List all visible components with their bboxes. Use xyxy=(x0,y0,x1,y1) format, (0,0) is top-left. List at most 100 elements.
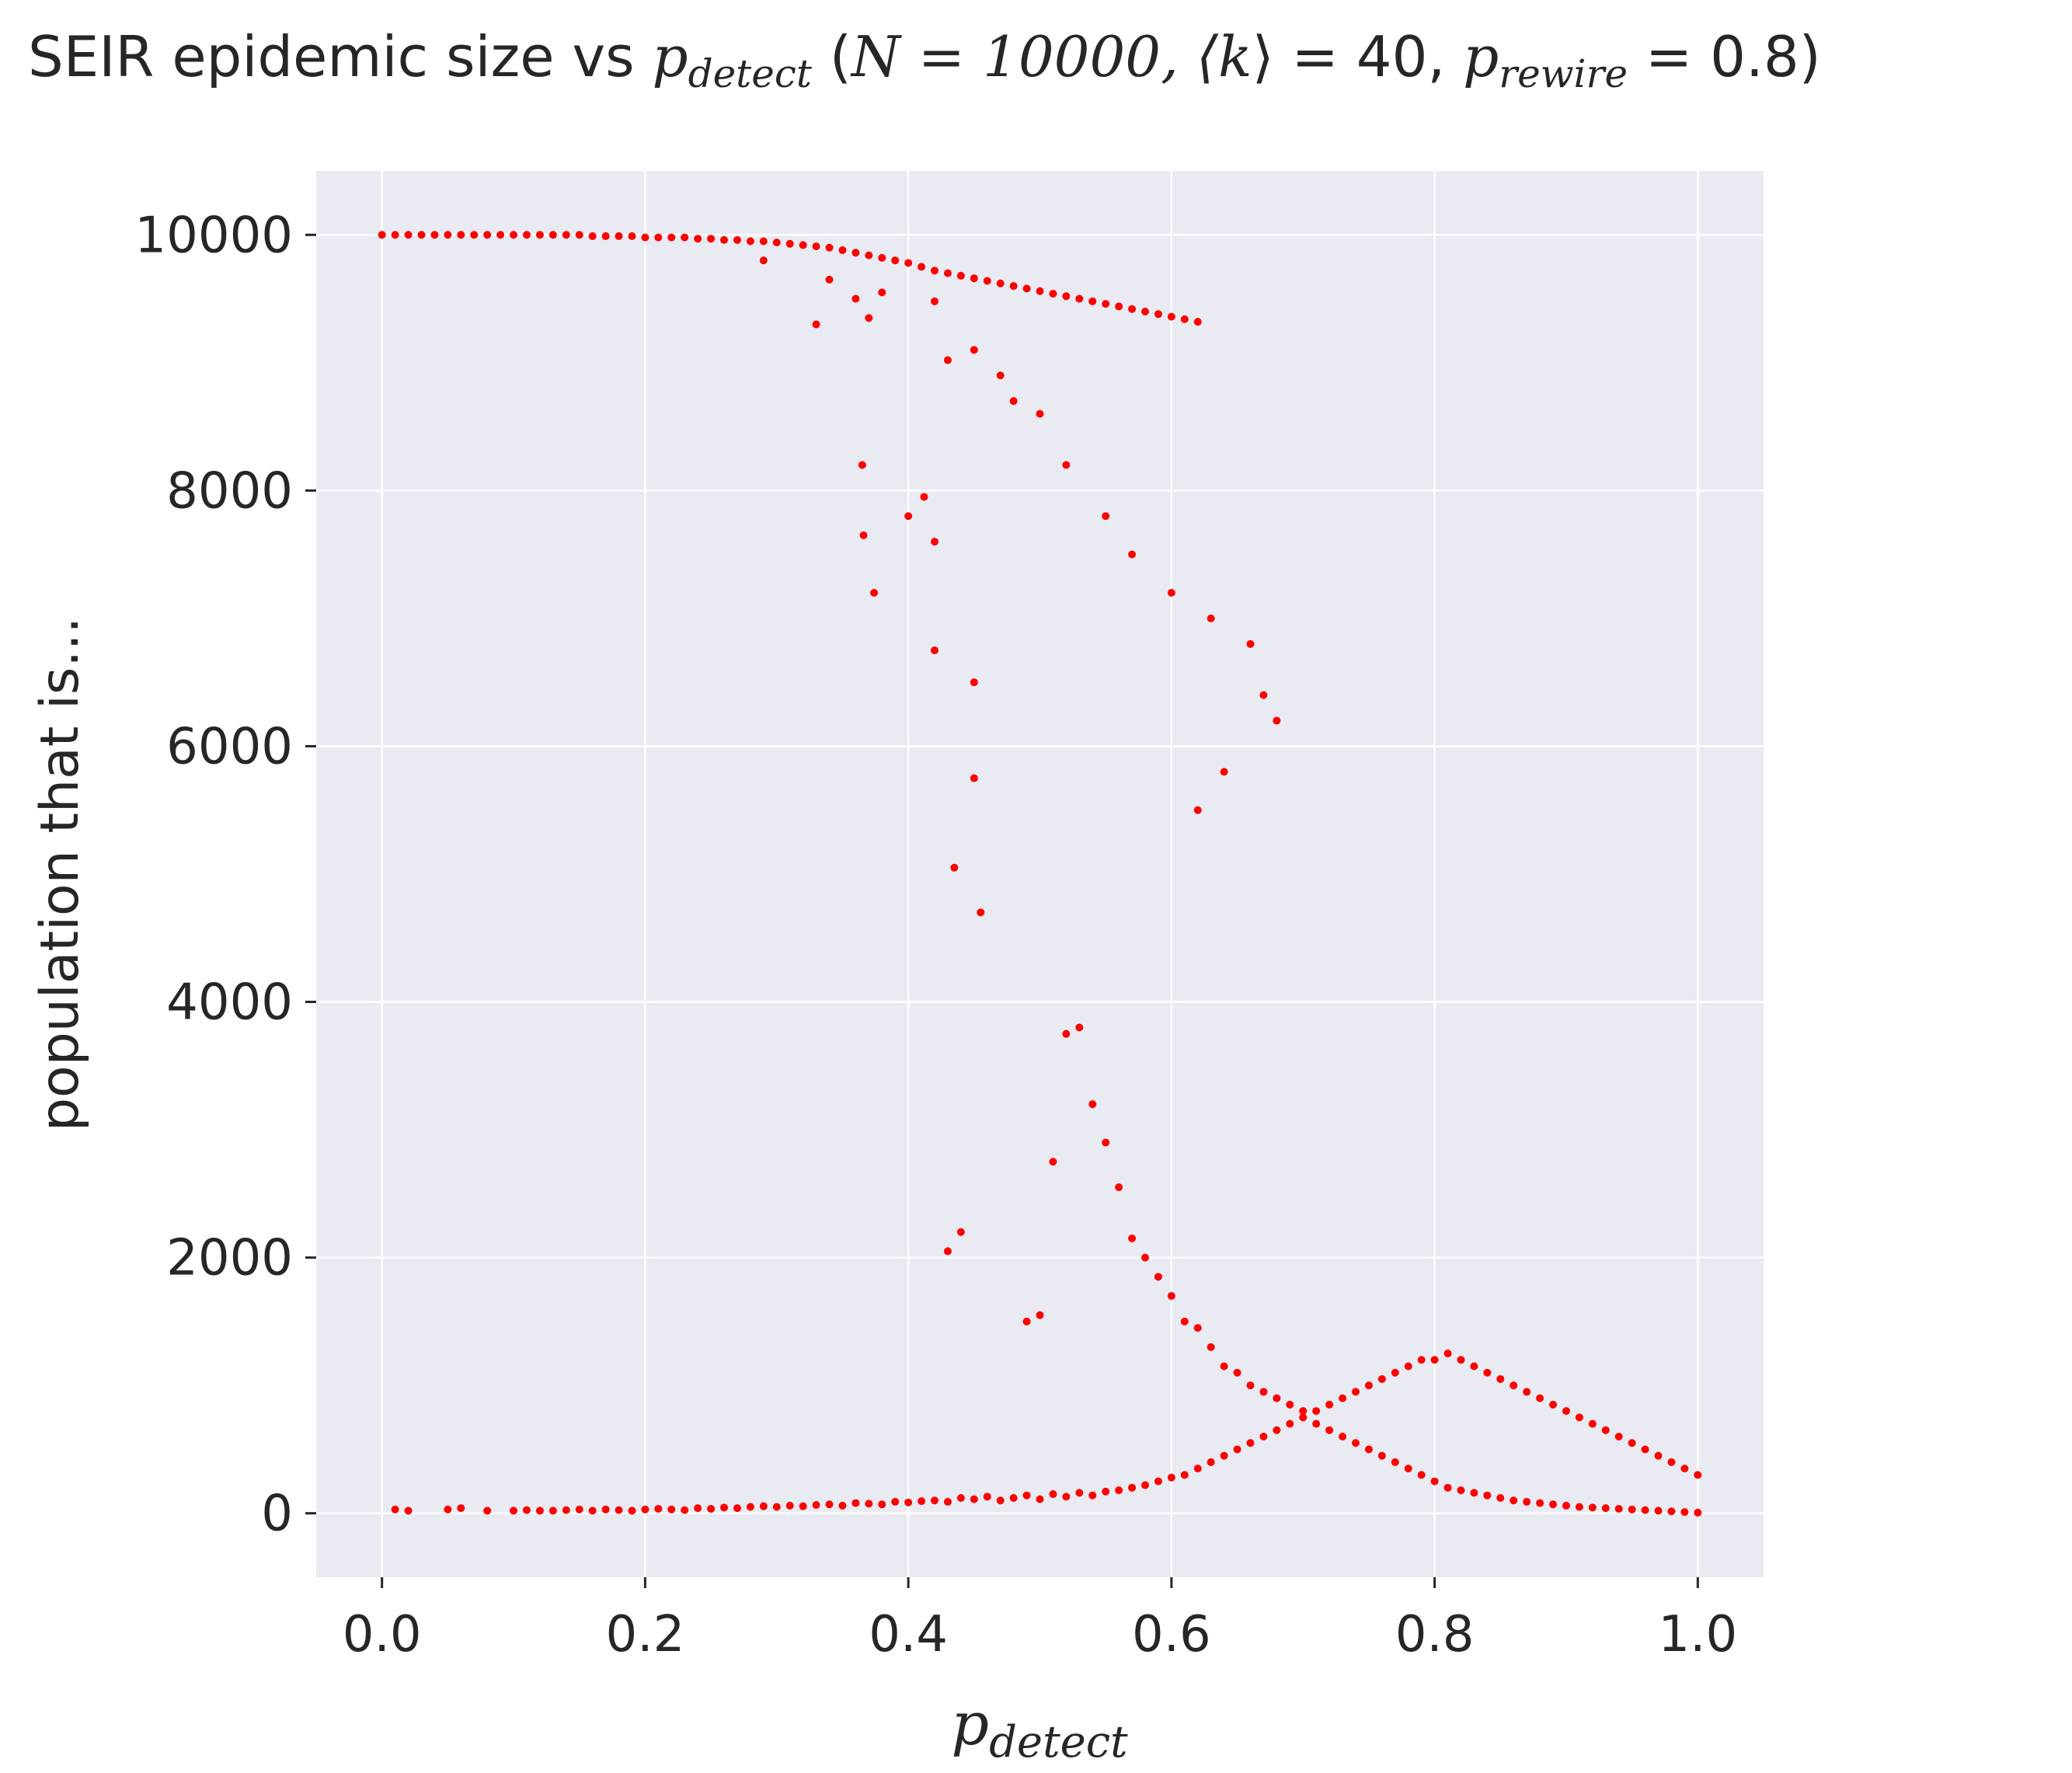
scatter-point xyxy=(1009,1493,1018,1502)
scatter-point xyxy=(1154,1273,1162,1281)
chart-title: SEIR epidemic size vs pdetect (N = 10000… xyxy=(28,24,1821,96)
scatter-point xyxy=(1614,1433,1623,1440)
scatter-point xyxy=(1562,1501,1570,1510)
scatter-point xyxy=(931,266,939,275)
scatter-point xyxy=(931,538,939,546)
scatter-point xyxy=(483,231,492,239)
scatter-point xyxy=(654,1504,663,1513)
scatter-point xyxy=(1575,1503,1583,1511)
scatter-point xyxy=(470,231,479,239)
scatter-point xyxy=(904,259,913,267)
y-tick-label: 10000 xyxy=(134,207,293,264)
scatter-point xyxy=(918,1497,926,1506)
scatter-point xyxy=(1246,1439,1255,1447)
x-tick-label: 0.8 xyxy=(1395,1606,1475,1663)
scatter-point xyxy=(601,232,610,240)
scatter-point xyxy=(970,678,978,687)
scatter-point xyxy=(865,251,873,260)
scatter-point xyxy=(956,271,965,280)
scatter-point xyxy=(417,231,426,239)
scatter-point xyxy=(904,1498,913,1507)
x-tick-label: 0.0 xyxy=(343,1606,422,1663)
scatter-point xyxy=(1036,409,1044,418)
scatter-point xyxy=(628,232,636,240)
scatter-point xyxy=(404,1507,413,1515)
scatter-point xyxy=(1049,289,1057,298)
plot-background xyxy=(316,171,1764,1577)
scatter-point xyxy=(535,231,544,239)
scatter-point xyxy=(575,231,583,239)
scatter-point xyxy=(931,1496,939,1505)
scatter-point xyxy=(759,237,768,246)
scatter-point xyxy=(707,235,716,243)
scatter-point xyxy=(1523,1497,1531,1506)
scatter-point xyxy=(1075,1489,1084,1497)
scatter-point xyxy=(996,371,1005,380)
scatter-point xyxy=(785,239,794,248)
scatter-point xyxy=(878,288,886,297)
scatter-point xyxy=(870,589,879,597)
scatter-point xyxy=(1417,1356,1426,1364)
scatter-point xyxy=(759,1502,768,1510)
scatter-point xyxy=(1680,1508,1689,1517)
scatter-point xyxy=(1075,294,1084,303)
scatter-point xyxy=(1364,1381,1373,1390)
x-tick-label: 0.6 xyxy=(1132,1606,1211,1663)
x-axis-label: pdetect xyxy=(951,1689,1128,1768)
scatter-point xyxy=(1167,312,1175,321)
scatter-point xyxy=(1102,300,1110,308)
scatter-point xyxy=(1339,1433,1347,1440)
scatter-point xyxy=(878,253,886,262)
scatter-point xyxy=(746,1503,754,1511)
scatter-point xyxy=(1641,1445,1649,1454)
scatter-point xyxy=(1470,1362,1478,1371)
x-tick-label: 0.2 xyxy=(606,1606,685,1663)
scatter-point xyxy=(1154,310,1162,319)
scatter-point xyxy=(1404,1362,1412,1371)
scatter-point xyxy=(1351,1388,1360,1396)
scatter-point xyxy=(1562,1407,1570,1416)
scatter-point xyxy=(825,1500,834,1509)
scatter-point xyxy=(378,231,386,239)
scatter-point xyxy=(667,233,676,242)
scatter-point xyxy=(759,256,768,265)
scatter-point xyxy=(641,1505,649,1513)
scatter-point xyxy=(1286,1400,1294,1409)
scatter-point xyxy=(983,1493,991,1501)
scatter-point xyxy=(1523,1388,1531,1396)
scatter-point xyxy=(1115,1486,1123,1495)
scatter-point xyxy=(931,297,939,305)
scatter-point xyxy=(799,1502,807,1510)
scatter-point xyxy=(1364,1445,1373,1454)
y-tick-label: 0 xyxy=(261,1486,293,1543)
scatter-point xyxy=(535,1507,544,1515)
scatter-point xyxy=(838,1501,847,1510)
scatter-point xyxy=(1062,1029,1071,1038)
scatter-point xyxy=(812,1501,820,1510)
scatter-point xyxy=(943,269,952,277)
scatter-point xyxy=(1193,1324,1202,1332)
scatter-point xyxy=(1259,691,1268,699)
scatter-point xyxy=(562,1506,570,1514)
scatter-point xyxy=(1088,297,1097,305)
scatter-point xyxy=(1628,1505,1636,1513)
scatter-point xyxy=(522,1506,531,1514)
scatter-point xyxy=(601,1505,610,1513)
scatter-point xyxy=(920,493,928,501)
scatter-point xyxy=(1128,305,1137,313)
scatter-point xyxy=(1510,1496,1518,1505)
scatter-point xyxy=(510,1507,518,1515)
scatter-point xyxy=(943,1497,952,1506)
scatter-point xyxy=(1430,1477,1439,1486)
scatter-point xyxy=(1575,1413,1583,1422)
scatter-point xyxy=(1088,1100,1097,1109)
scatter-point xyxy=(733,1504,741,1513)
scatter-point xyxy=(1496,1374,1505,1383)
scatter-point xyxy=(510,231,518,239)
scatter-point xyxy=(812,320,820,329)
scatter-point xyxy=(1680,1465,1689,1473)
scatter-point xyxy=(931,646,939,655)
x-tick-label: 1.0 xyxy=(1658,1606,1737,1663)
scatter-point xyxy=(404,231,413,239)
